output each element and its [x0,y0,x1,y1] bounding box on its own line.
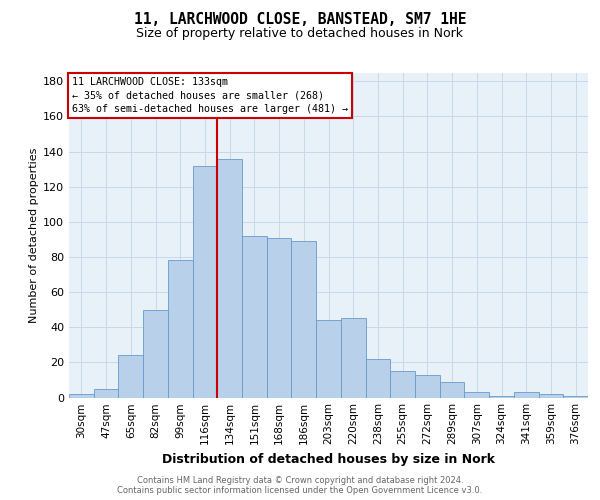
Bar [69,394,94,398]
Bar [415,374,440,398]
Bar [143,310,168,398]
Bar [94,388,118,398]
Bar [365,359,390,398]
Text: Size of property relative to detached houses in Nork: Size of property relative to detached ho… [137,28,464,40]
Bar [514,392,539,398]
Text: 11, LARCHWOOD CLOSE, BANSTEAD, SM7 1HE: 11, LARCHWOOD CLOSE, BANSTEAD, SM7 1HE [134,12,466,28]
Bar [341,318,365,398]
Bar [464,392,489,398]
Bar [390,371,415,398]
Bar [168,260,193,398]
Text: Contains HM Land Registry data © Crown copyright and database right 2024.: Contains HM Land Registry data © Crown c… [137,476,463,485]
X-axis label: Distribution of detached houses by size in Nork: Distribution of detached houses by size … [162,453,495,466]
Bar [440,382,464,398]
Bar [267,238,292,398]
Text: Contains public sector information licensed under the Open Government Licence v3: Contains public sector information licen… [118,486,482,495]
Bar [242,236,267,398]
Bar [489,396,514,398]
Bar [316,320,341,398]
Bar [118,356,143,398]
Y-axis label: Number of detached properties: Number of detached properties [29,148,39,322]
Bar [539,394,563,398]
Bar [292,241,316,398]
Bar [193,166,217,398]
Text: 11 LARCHWOOD CLOSE: 133sqm
← 35% of detached houses are smaller (268)
63% of sem: 11 LARCHWOOD CLOSE: 133sqm ← 35% of deta… [71,78,347,114]
Bar [217,158,242,398]
Bar [563,396,588,398]
